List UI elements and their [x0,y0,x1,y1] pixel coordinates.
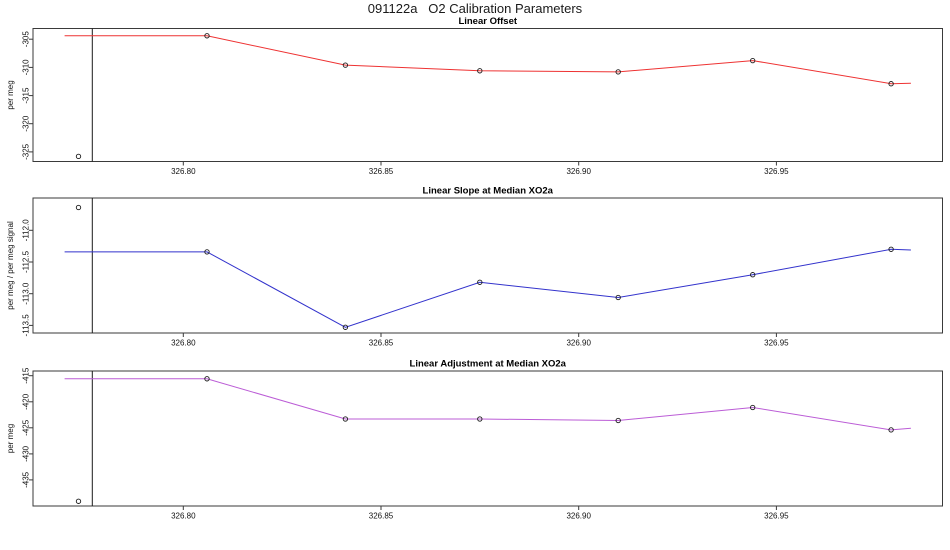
y-tick-label: -112.5 [22,250,31,273]
y-axis-label: per meg [6,80,15,109]
y-tick-label: -325 [22,143,31,160]
y-tick-label: -435 [22,471,31,488]
data-point [888,81,894,87]
data-line [64,248,911,328]
plot-box [32,28,943,162]
data-point [204,376,210,382]
data-point [888,246,894,252]
data-point [204,249,210,255]
data-point [342,416,349,422]
data-point [477,68,483,74]
panel-title: Linear Offset [458,16,517,27]
data-line [64,378,911,431]
y-axis-label: per meg [6,424,15,453]
y-tick-label: -420 [22,393,31,410]
x-tick-label: 326.95 [764,339,789,348]
panel-title: Linear Adjustment at Median XO2a [410,359,567,370]
data-point [342,62,349,68]
data-point [750,57,756,64]
x-tick-label: 326.95 [764,512,789,521]
data-line [64,35,911,85]
data-point [615,69,621,75]
outlier-point [75,153,82,160]
plot-box [32,370,943,507]
x-tick-label: 326.85 [369,339,394,348]
data-point [342,324,349,330]
y-tick-label: -320 [22,115,31,132]
y-tick-label: -305 [22,31,31,48]
x-tick-label: 326.85 [369,512,394,521]
y-tick-label: -310 [22,59,31,76]
y-axis-label: per meg / per meg signal [6,221,15,310]
y-tick-label: -415 [22,367,31,384]
y-tick-label: -425 [22,419,31,436]
data-point [750,404,756,411]
outlier-point [75,498,82,504]
x-tick-label: 326.80 [171,167,196,176]
panel-3: Linear Adjustment at Median XO2a -415 -420… [6,359,943,521]
y-tick-label: -113.0 [22,282,31,305]
panel-title: Linear Slope at Median XO2a [423,186,554,197]
data-point [477,416,483,422]
plot-box [32,197,943,334]
data-point [888,427,894,433]
panel-2: Linear Slope at Median XO2a -112.0 -112.5 -… [6,186,943,348]
x-tick-label: 326.80 [171,512,196,521]
y-tick-label: -113.5 [22,314,31,337]
x-tick-label: 326.90 [566,339,591,348]
outlier-point [75,204,82,211]
data-point [477,279,483,285]
y-tick-label: -112.0 [22,219,31,242]
x-tick-label: 326.90 [566,167,591,176]
page-title: 091122a O2 Calibration Parameters [367,1,583,16]
data-point [615,417,621,424]
y-tick-label: -430 [22,445,31,462]
x-tick-label: 326.90 [566,512,591,521]
data-point [750,272,756,278]
x-tick-label: 326.95 [764,167,789,176]
data-point [615,294,621,301]
x-tick-label: 326.80 [171,339,196,348]
y-tick-label: -315 [22,87,31,104]
data-point [204,33,210,39]
x-tick-label: 326.85 [369,167,394,176]
panel-1: Linear Offset -305 -310 -315 -320 -325 per meg… [6,16,943,176]
